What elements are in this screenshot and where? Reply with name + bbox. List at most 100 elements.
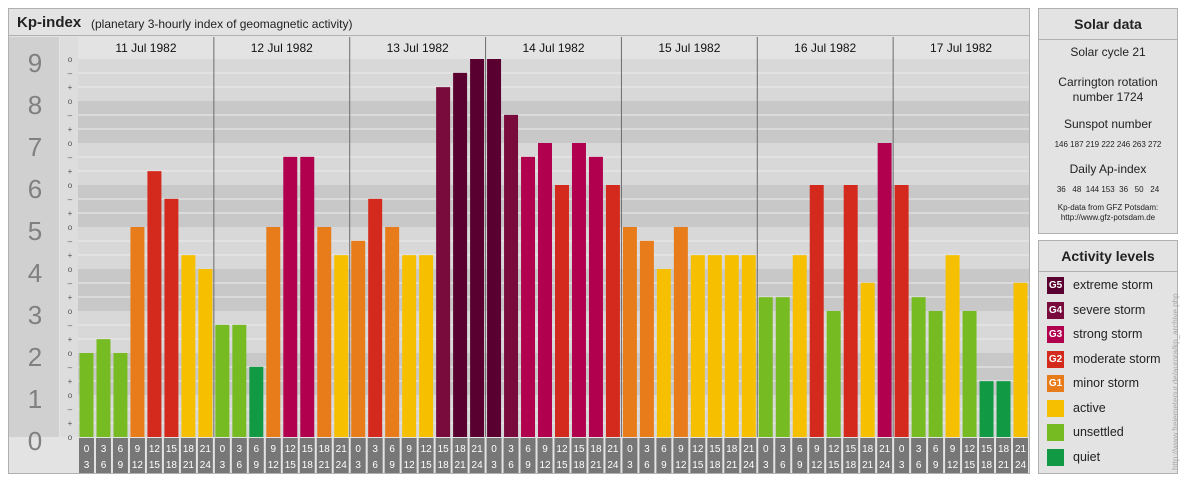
x-interval-start-label: 18 bbox=[183, 444, 195, 455]
kp-bar bbox=[198, 269, 213, 437]
day-header-cell bbox=[485, 37, 622, 59]
x-interval-end-label: 24 bbox=[607, 460, 619, 471]
x-interval-cell bbox=[197, 438, 213, 473]
day-label: 11 Jul 1982 bbox=[115, 41, 176, 55]
y-minor-tick-label: – bbox=[68, 195, 73, 204]
x-interval-cell bbox=[690, 438, 706, 473]
kp-bar bbox=[571, 143, 586, 437]
x-interval-start-label: 0 bbox=[355, 444, 361, 455]
kp-bar bbox=[775, 297, 790, 437]
x-interval-end-label: 21 bbox=[862, 460, 874, 471]
x-interval-start-label: 18 bbox=[998, 444, 1010, 455]
kp-bar bbox=[283, 156, 298, 438]
x-interval-cell bbox=[265, 438, 281, 473]
x-interval-start-label: 18 bbox=[590, 444, 602, 455]
x-interval-start-label: 6 bbox=[254, 444, 260, 455]
x-interval-end-label: 21 bbox=[998, 460, 1010, 471]
x-interval-end-label: 3 bbox=[84, 460, 90, 471]
source-link[interactable]: http://www.gfz-potsdam.de bbox=[1060, 213, 1156, 222]
y-tick-label: 3 bbox=[28, 300, 42, 330]
x-interval-cell bbox=[826, 438, 842, 473]
x-interval-cell bbox=[741, 438, 757, 473]
kp-bar bbox=[96, 339, 111, 437]
y-minor-tick-label: + bbox=[68, 419, 73, 428]
sunspot-label: Sunspot number bbox=[1063, 117, 1153, 131]
legend-swatch bbox=[1047, 424, 1064, 441]
kp-bar bbox=[436, 87, 451, 437]
x-interval-start-label: 9 bbox=[814, 444, 820, 455]
x-interval-end-label: 3 bbox=[355, 460, 361, 471]
x-interval-end-label: 21 bbox=[590, 460, 602, 471]
kp-bar bbox=[317, 227, 332, 437]
y-minor-tick-label: + bbox=[68, 125, 73, 134]
x-interval-end-label: 15 bbox=[692, 460, 704, 471]
x-interval-start-label: 12 bbox=[421, 444, 433, 455]
x-interval-start-label: 15 bbox=[981, 444, 993, 455]
kp-bar bbox=[215, 324, 230, 437]
kp-bar bbox=[538, 143, 552, 437]
x-interval-start-label: 6 bbox=[389, 444, 395, 455]
sunspot-values: 146 187 219 222 246 263 272 bbox=[1054, 140, 1162, 149]
kp-bar bbox=[928, 311, 943, 437]
y-minor-tick-label: o bbox=[68, 391, 73, 400]
x-interval-start-label: 15 bbox=[302, 444, 314, 455]
chart-title: Kp-index bbox=[17, 14, 82, 31]
y-minor-tick-label: o bbox=[68, 223, 73, 232]
kp-bar bbox=[385, 227, 400, 437]
x-interval-start-label: 0 bbox=[84, 444, 90, 455]
y-minor-tick-label: + bbox=[68, 377, 73, 386]
x-interval-end-label: 15 bbox=[964, 460, 976, 471]
kp-bar bbox=[707, 255, 722, 437]
kp-bar bbox=[843, 185, 858, 437]
x-interval-end-label: 9 bbox=[118, 460, 124, 471]
x-interval-start-label: 21 bbox=[607, 444, 619, 455]
y-minor-tick-label: – bbox=[68, 279, 73, 288]
x-interval-start-label: 15 bbox=[709, 444, 721, 455]
kp-bar bbox=[673, 227, 688, 437]
x-interval-end-label: 18 bbox=[166, 460, 178, 471]
y-minor-tick-label: o bbox=[68, 265, 73, 274]
chart-subtitle: (planetary 3-hourly index of geomagnetic… bbox=[91, 17, 353, 31]
x-interval-cell bbox=[945, 438, 961, 473]
y-minor-tick-label: – bbox=[68, 153, 73, 162]
x-interval-cell bbox=[673, 438, 689, 473]
day-label: 14 Jul 1982 bbox=[522, 41, 584, 55]
x-interval-start-label: 9 bbox=[406, 444, 412, 455]
kp-band-5 bbox=[78, 185, 1029, 227]
day-header-cell bbox=[621, 37, 758, 59]
kp-bar bbox=[792, 255, 807, 437]
x-interval-end-label: 6 bbox=[644, 460, 650, 471]
x-interval-end-label: 15 bbox=[285, 460, 297, 471]
x-interval-cell bbox=[792, 438, 808, 473]
kp-bar bbox=[894, 185, 909, 437]
daily-ap-values: 36 48 144 153 36 50 24 bbox=[1056, 185, 1160, 194]
legend-label: quiet bbox=[1073, 449, 1101, 464]
x-interval-cell bbox=[367, 438, 383, 473]
kp-band-7 bbox=[78, 101, 1029, 143]
x-interval-cell bbox=[469, 438, 485, 473]
x-interval-start-label: 3 bbox=[508, 444, 514, 455]
x-interval-end-label: 3 bbox=[220, 460, 226, 471]
x-interval-cell bbox=[588, 438, 604, 473]
x-interval-start-label: 6 bbox=[933, 444, 939, 455]
x-interval-cell bbox=[129, 438, 145, 473]
legend-label: active bbox=[1073, 400, 1106, 415]
x-interval-start-label: 0 bbox=[491, 444, 497, 455]
x-interval-end-label: 3 bbox=[763, 460, 769, 471]
kp-bar bbox=[1013, 282, 1028, 437]
x-interval-start-label: 21 bbox=[743, 444, 755, 455]
y-minor-tick-label: + bbox=[68, 167, 73, 176]
kp-bar bbox=[605, 185, 620, 437]
y-minor-tick-label: + bbox=[68, 251, 73, 260]
kp-bar bbox=[164, 198, 179, 437]
x-interval-cell bbox=[95, 438, 111, 473]
x-interval-end-label: 6 bbox=[780, 460, 786, 471]
x-interval-end-label: 12 bbox=[811, 460, 823, 471]
kp-bar bbox=[368, 198, 383, 437]
x-interval-end-label: 24 bbox=[743, 460, 755, 471]
x-interval-start-label: 18 bbox=[455, 444, 467, 455]
x-interval-end-label: 12 bbox=[132, 460, 144, 471]
x-interval-end-label: 9 bbox=[525, 460, 531, 471]
kp-bar bbox=[945, 255, 960, 437]
x-interval-end-label: 12 bbox=[268, 460, 280, 471]
